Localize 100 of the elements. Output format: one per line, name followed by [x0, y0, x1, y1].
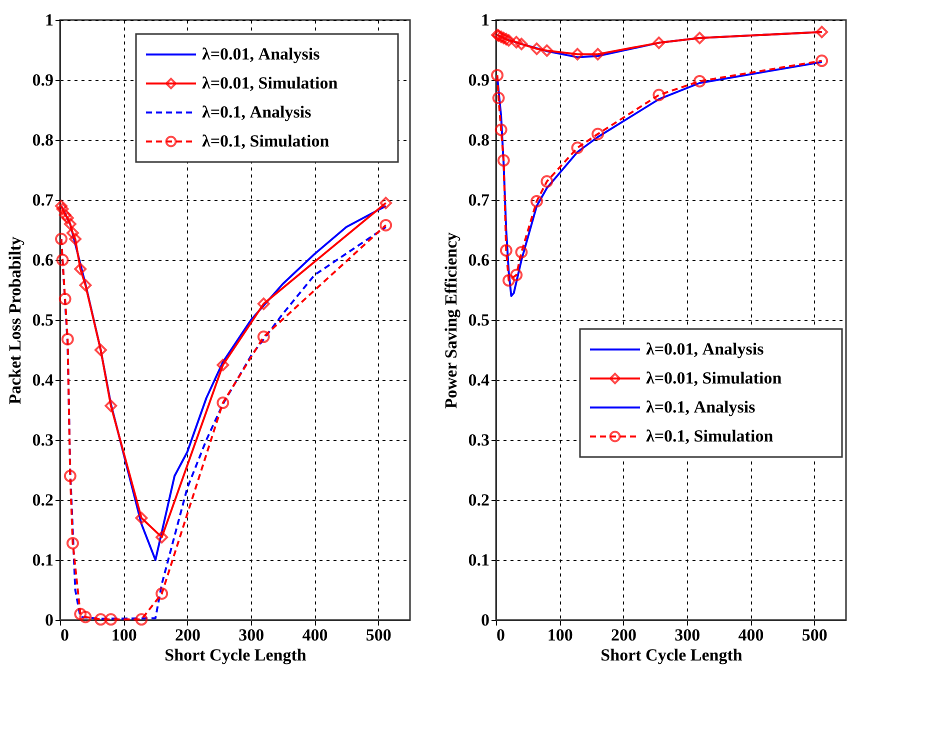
point	[74, 262, 87, 276]
point	[530, 42, 543, 56]
point	[66, 226, 79, 240]
point	[571, 142, 584, 154]
x-tick-label: 0	[60, 626, 69, 644]
y-tick-label: 0	[481, 610, 490, 630]
point	[55, 200, 68, 212]
y-tick-label: 0.5	[468, 310, 490, 330]
point	[156, 530, 168, 544]
legend-label: λ=0.1, Simulation	[646, 426, 774, 446]
point	[58, 292, 72, 306]
y-axis-title: Packet Loss Probabilty	[5, 236, 24, 404]
legend-label: λ=0.1, Analysis	[646, 398, 756, 416]
x-tick-label: 200	[175, 626, 201, 644]
point	[135, 512, 148, 524]
legend-label: λ=0.1, Simulation	[202, 132, 330, 150]
point	[56, 254, 69, 266]
point	[693, 32, 706, 44]
point	[500, 244, 512, 257]
point	[494, 124, 508, 136]
point	[66, 536, 79, 550]
point	[515, 246, 528, 258]
point	[380, 218, 392, 232]
point	[56, 202, 69, 216]
y-tick-label: 0.1	[32, 550, 54, 570]
point	[693, 74, 706, 88]
x-axis-title: Short Cycle Length	[164, 646, 307, 664]
x-tick-label: 500	[802, 626, 828, 644]
y-tick-label: 0.2	[468, 490, 490, 510]
x-axis-title: Short Cycle Length	[600, 646, 743, 664]
y-tick-label: 0.8	[32, 130, 54, 150]
x-tick-label: 500	[366, 626, 392, 644]
point	[94, 344, 107, 356]
point	[257, 330, 270, 344]
point	[592, 128, 604, 140]
y-tick-label: 1	[45, 10, 54, 30]
point	[510, 268, 523, 282]
y-tick-label: 0.9	[32, 70, 54, 90]
point	[500, 32, 512, 46]
point	[510, 36, 523, 48]
y-tick-label: 0	[45, 610, 54, 630]
y-tick-label: 0.6	[468, 250, 490, 270]
point	[491, 68, 504, 82]
point	[816, 26, 828, 38]
point	[104, 400, 118, 412]
point	[64, 470, 76, 482]
legend-label: λ=0.01, Analysis	[646, 340, 764, 358]
point	[592, 48, 604, 60]
point	[652, 88, 666, 102]
legend-label: λ=0.01, Simulation	[646, 368, 782, 388]
point	[497, 32, 510, 44]
point	[79, 610, 92, 624]
point	[497, 154, 510, 167]
point	[540, 44, 554, 57]
legend-label: λ=0.01, Simulation	[202, 74, 338, 92]
point	[502, 34, 515, 47]
x-tick-label: 400	[738, 626, 764, 644]
y-axis-title: Power Saving Efficiency	[441, 232, 460, 409]
x-tick-label: 100	[547, 626, 573, 644]
point	[216, 396, 230, 410]
point	[58, 208, 72, 222]
point	[104, 613, 118, 626]
y-tick-label: 0.4	[32, 370, 54, 390]
y-tick-label: 0.1	[468, 550, 490, 570]
point	[94, 613, 107, 626]
point	[55, 232, 68, 246]
y-tick-label: 0.8	[468, 130, 490, 150]
y-tick-label: 0.6	[32, 250, 54, 270]
y-tick-label: 0.7	[32, 190, 54, 210]
legend-label: λ=0.1, Analysis	[202, 102, 312, 122]
point	[492, 92, 505, 104]
point	[540, 175, 554, 188]
y-tick-label: 0.5	[32, 310, 54, 330]
point	[69, 232, 82, 246]
point	[530, 194, 543, 208]
point	[61, 212, 74, 224]
legend-label: λ=0.01, Analysis	[202, 44, 320, 64]
point	[380, 196, 392, 210]
y-tick-label: 0.9	[468, 70, 490, 90]
point	[64, 218, 76, 230]
point	[571, 48, 584, 60]
y-tick-label: 0.3	[468, 430, 490, 450]
x-tick-label: 400	[302, 626, 328, 644]
point	[652, 36, 666, 50]
y-tick-label: 0.4	[468, 370, 490, 390]
point	[156, 587, 168, 600]
point	[515, 38, 528, 50]
x-tick-label: 200	[611, 626, 637, 644]
y-tick-label: 0.2	[32, 490, 54, 510]
point	[61, 332, 74, 346]
x-tick-label: 300	[674, 626, 700, 644]
y-tick-label: 0.3	[32, 430, 54, 450]
point	[494, 30, 508, 44]
point	[135, 613, 148, 626]
x-tick-label: 0	[496, 626, 505, 644]
y-tick-label: 0.7	[468, 190, 490, 210]
y-tick-label: 1	[481, 10, 490, 30]
point	[816, 54, 828, 68]
point	[74, 608, 87, 620]
point	[502, 274, 515, 287]
